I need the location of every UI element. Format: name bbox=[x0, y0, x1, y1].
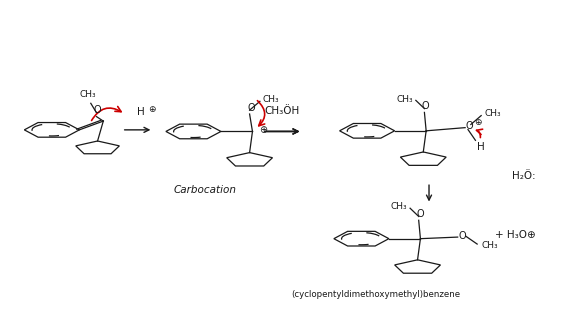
Text: (cyclopentyldimethoxymethyl)benzene: (cyclopentyldimethoxymethyl)benzene bbox=[291, 290, 460, 299]
Text: H₂Ö:: H₂Ö: bbox=[511, 171, 535, 181]
Text: H: H bbox=[477, 142, 485, 152]
Text: O: O bbox=[466, 121, 473, 132]
Text: CH₃: CH₃ bbox=[262, 95, 279, 104]
Text: O: O bbox=[94, 105, 101, 115]
Text: ⊕: ⊕ bbox=[259, 125, 267, 135]
Text: CH₃ÖH: CH₃ÖH bbox=[264, 106, 300, 116]
Text: + H₃O⊕: + H₃O⊕ bbox=[495, 230, 536, 241]
Text: O: O bbox=[416, 209, 424, 219]
Text: CH₃: CH₃ bbox=[482, 242, 498, 251]
Text: O: O bbox=[458, 231, 466, 241]
Text: CH₃: CH₃ bbox=[484, 109, 501, 118]
Text: O: O bbox=[248, 103, 255, 113]
Text: ⊕: ⊕ bbox=[148, 105, 156, 114]
Text: Carbocation: Carbocation bbox=[173, 185, 236, 195]
Text: H: H bbox=[137, 107, 145, 117]
Text: CH₃: CH₃ bbox=[391, 203, 407, 212]
Text: ⊕: ⊕ bbox=[474, 118, 482, 127]
Text: CH₃: CH₃ bbox=[79, 91, 96, 100]
Text: O: O bbox=[422, 101, 429, 111]
Text: CH₃: CH₃ bbox=[396, 95, 413, 104]
